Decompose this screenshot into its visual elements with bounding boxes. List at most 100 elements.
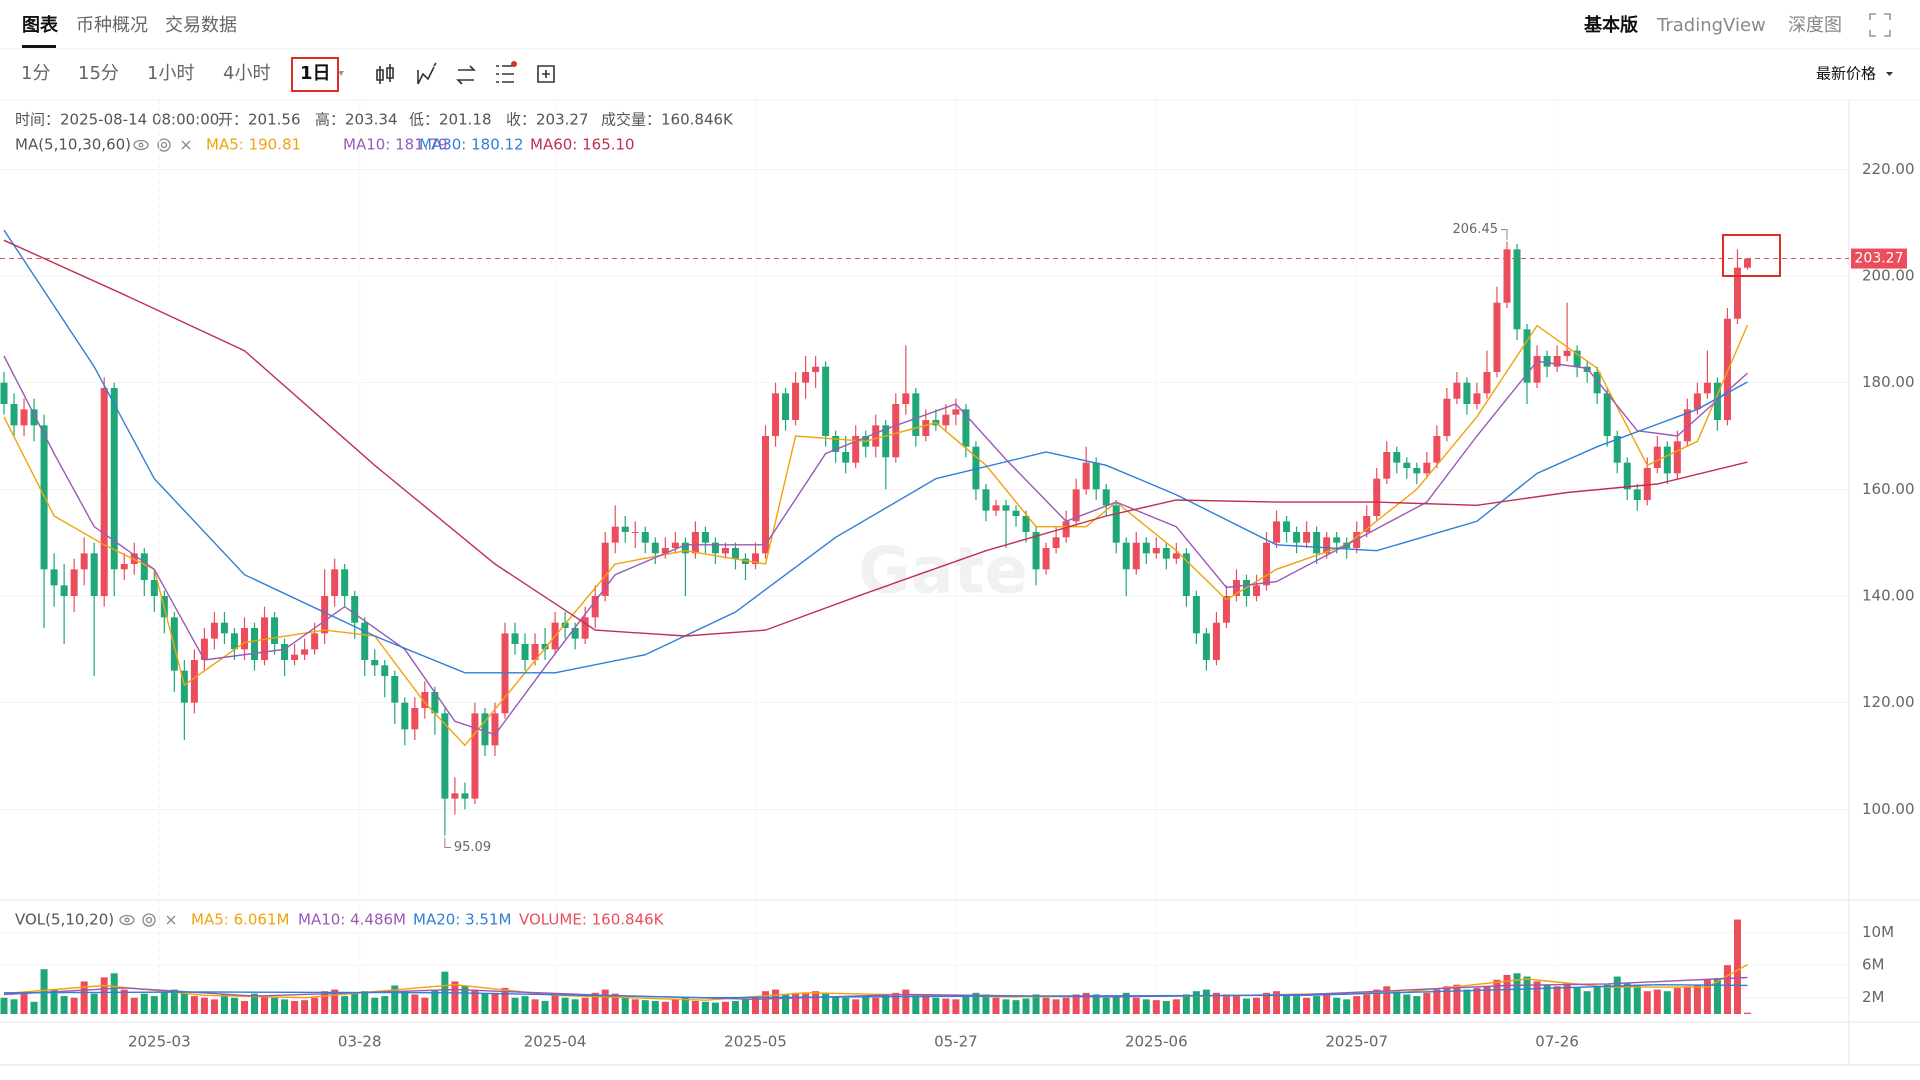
candle-body [1022,516,1030,532]
last-price-tag [1851,248,1907,269]
volume-bar [1553,986,1561,1014]
toolbar-icons[interactable] [376,62,555,85]
volume-bar [220,994,228,1014]
candle-body [681,542,689,554]
view-tab[interactable]: TradingView [1656,15,1766,36]
volume-bar [461,985,469,1014]
candle-body [1182,553,1190,596]
info-time: 时间：2025-08-14 08:00:00 [15,111,219,129]
candle-body [1253,585,1260,596]
volume-bar [701,1001,709,1014]
candle-body [561,622,569,628]
interval[interactable]: 15分 [78,63,119,84]
candle-body [872,425,880,447]
badge [511,61,517,67]
legend-icons[interactable] [119,913,176,927]
volume-bar [651,1000,659,1014]
volume-bar [1533,981,1541,1014]
ma-legend-item: MA60: 165.10 [530,136,635,154]
volume-bar [1503,974,1511,1014]
candle-body [1503,249,1511,303]
candle-body [942,414,950,426]
candle-body [401,702,409,730]
candle-body [140,553,148,580]
volume-bar [1563,983,1571,1014]
candle-body [1473,393,1481,404]
volume-bar [371,997,379,1014]
candle-body [1533,356,1541,383]
legend-icons[interactable] [133,138,191,152]
interval[interactable]: 1分 [21,63,50,84]
volume-bar [1112,996,1120,1014]
candle-body [80,553,88,570]
annotation-pointer [444,837,451,849]
candle-body [1263,542,1271,586]
volume-bar [1443,986,1451,1014]
candle-body [10,404,18,426]
candle-body [892,404,900,458]
info-volume: 成交量：160.846K [601,111,734,129]
candle-body [1122,542,1130,570]
candle-body [1102,489,1110,506]
ma-line [3,324,1749,747]
volume-bar [1583,991,1591,1014]
volume-bar [1483,986,1491,1014]
interval[interactable]: 4小时 [223,63,270,84]
volume-bar [1313,996,1321,1014]
volume-bar [872,997,880,1014]
candle-body [311,633,319,650]
candle-body [1333,537,1341,543]
candle-body [832,436,840,452]
interval[interactable]: 1日 [300,63,331,84]
fullscreen-icon[interactable] [1869,13,1891,37]
price-type[interactable]: 最新价格 [1816,65,1876,83]
candle-body [1443,398,1451,436]
candle-body [581,617,589,639]
candle-body [341,569,349,596]
x-tick-label: 05-27 [934,1033,978,1051]
y-tick-label: 200.00 [1862,267,1915,285]
candle-body [611,526,619,543]
x-tick-label: 2025-03 [128,1033,191,1051]
candle-body [461,793,469,799]
candle-body [190,660,198,703]
tab[interactable]: 交易数据 [165,15,237,36]
volume-bar [1693,984,1701,1014]
volume-bar [481,993,489,1014]
volume-bar [1122,992,1130,1014]
tab[interactable]: 图表 [22,14,59,36]
volume-bar [1403,994,1411,1014]
vol-tick-label: 10M [1862,923,1894,941]
volume-bar [1032,994,1040,1014]
volume-bar [772,989,780,1014]
volume-bar [1293,996,1301,1014]
volume-bar [832,996,840,1014]
tab[interactable]: 币种概况 [76,15,148,36]
candle-body [621,526,629,532]
candle-body [1092,462,1100,490]
volume-bar [1343,999,1351,1014]
candle-body [1643,468,1651,500]
candle-body [1172,553,1180,559]
volume-bar [1333,997,1341,1014]
candle-body [321,596,329,634]
candle-body [802,372,810,383]
dropdown-arrow[interactable] [338,71,344,76]
interval[interactable]: 1小时 [147,63,194,84]
view-tab[interactable]: 基本版 [1583,14,1638,36]
tab-underline [22,45,56,48]
candle-body [1303,532,1311,543]
volume-bar [752,997,759,1014]
volume-bar [421,997,429,1014]
volume-bar [1423,992,1431,1014]
candle-body [1553,356,1561,367]
candle-body [852,436,860,463]
volume-bar [271,997,279,1014]
dropdown-arrow[interactable] [1886,72,1893,76]
volume-bar [1543,984,1551,1014]
volume-bar [491,992,499,1014]
candle-body [972,446,980,490]
view-tab[interactable]: 深度图 [1788,15,1842,36]
volume-bar [1353,996,1361,1014]
volume-bar [281,999,289,1014]
